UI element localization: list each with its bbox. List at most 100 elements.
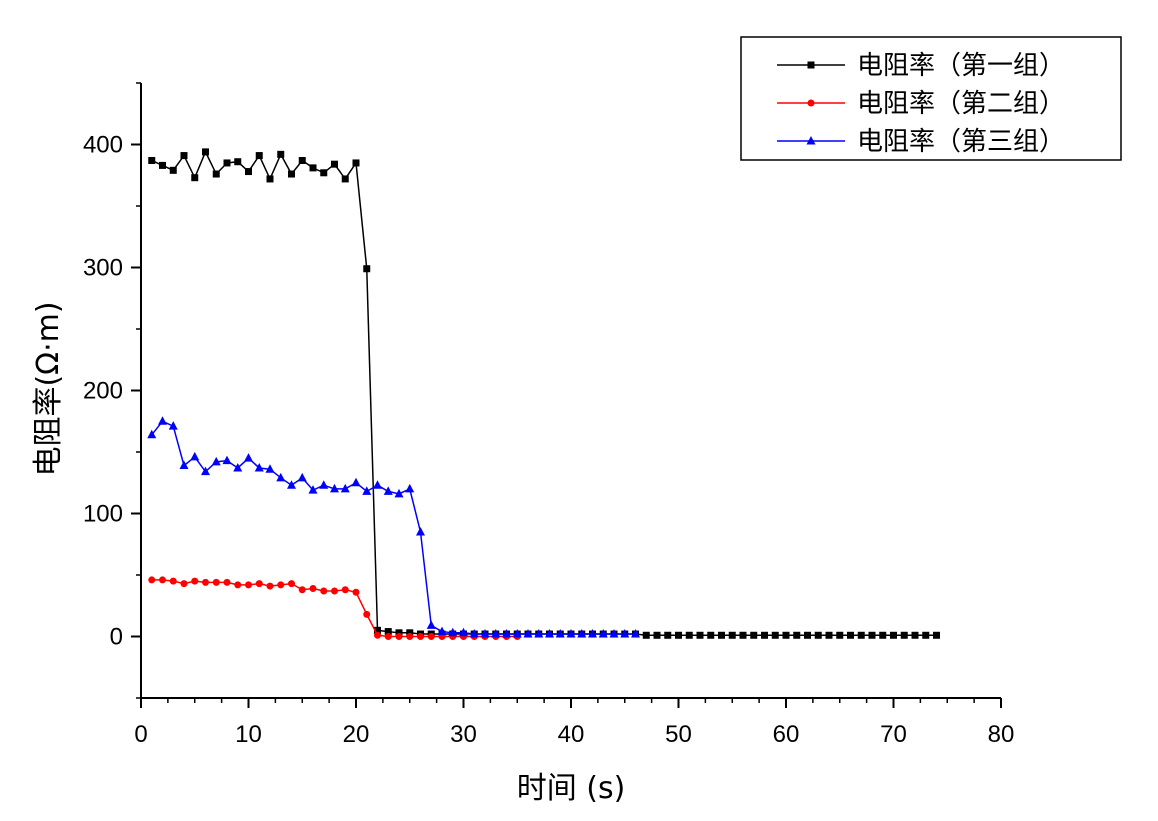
series-2-point [180,580,188,588]
series-group-1 [148,148,940,639]
series-1-point [374,626,381,634]
series-2-point [298,586,306,594]
series-3-point [340,483,350,493]
series-1-point [814,631,822,639]
x-tick-label: 20 [343,721,370,748]
series-1-point [868,631,876,639]
series-2-point [245,581,252,589]
series-3-point [566,629,576,638]
series-group-3 [147,416,640,638]
series-line-1 [151,150,937,637]
series-3-point [437,626,447,636]
series-1-point [309,164,317,172]
x-tick-label: 30 [450,721,477,748]
series-2-point [374,631,381,639]
series-3-point [383,486,393,495]
y-tick-label: 100 [83,501,123,528]
series-3-point [287,480,296,489]
series-1-point [718,631,725,639]
series-1-point [266,175,274,183]
series-3-point [168,421,178,430]
y-axis-title: 电阻率(Ω·m) [31,301,66,476]
series-3-point [308,485,318,494]
y-tick-label: 300 [83,255,123,282]
series-3-point [416,526,425,536]
series-1-point [879,631,887,639]
series-1-point [148,156,156,164]
series-2-point [341,586,349,594]
series-1-point [202,148,209,156]
series-1-point [159,161,166,169]
series-2-point [159,576,166,584]
series-3-point [190,451,200,461]
y-tick-label: 0 [110,624,123,651]
series-3-point [512,629,522,638]
series-3-point [609,629,619,638]
series-3-point [158,416,167,425]
series-2-point [223,578,231,586]
series-1-point [707,631,715,639]
series-1-point [664,631,672,639]
x-tick-label: 0 [134,721,147,748]
series-3-point [405,483,415,493]
series-1-point [900,631,908,639]
series-3-point [448,627,458,637]
x-tick-label: 10 [235,721,262,748]
series-1-point [277,150,285,158]
series-1-point [782,631,790,639]
series-3-point [459,627,468,637]
series-3-point [598,629,608,638]
series-3-point [555,629,565,638]
series-1-point [653,631,661,639]
series-1-point [288,170,295,178]
series-3-point [222,455,232,465]
series-3-point [201,466,210,476]
series-3-point [577,629,587,638]
series-1-point [255,152,263,160]
series-1-point [363,265,371,273]
series-1-point [320,169,328,177]
series-1-point [771,631,779,639]
y-tick-label: 400 [83,132,123,159]
series-3-point [319,480,329,489]
series-1-point [298,156,306,164]
x-tick-label: 70 [880,721,907,748]
series-1-point [395,629,403,637]
series-1-point [352,159,360,167]
series-layer [147,148,940,640]
x-tick-label: 80 [988,721,1015,748]
legend-label-3: 电阻率（第三组） [857,127,1065,157]
series-3-point [147,429,157,439]
series-1-point [180,152,188,160]
series-1-point [212,170,220,178]
y-tick-label: 200 [83,378,123,405]
series-3-point [502,629,511,638]
series-3-point [265,464,275,473]
series-1-point [857,631,865,639]
series-1-point [847,631,854,639]
series-1-point [922,631,930,639]
x-tick-label: 40 [558,721,585,748]
series-3-point [534,629,544,638]
series-2-point [320,587,328,595]
series-1-point [836,631,844,639]
series-3-point [620,629,630,638]
series-3-point [211,456,221,466]
series-3-point [244,453,253,462]
series-2-point [202,578,209,586]
series-3-point [480,629,490,638]
series-2-point [277,581,285,589]
series-2-point [148,576,156,584]
series-1-point [933,631,940,639]
series-1-point [331,160,338,168]
series-2-point [288,580,295,588]
series-1-point [696,631,704,639]
series-1-point [890,631,897,639]
series-1-point [191,174,199,182]
series-3-point [276,472,286,482]
series-1-point [750,631,758,639]
legend-label-2: 电阻率（第二组） [857,89,1065,119]
series-1-point [911,631,919,639]
series-2-point [352,588,360,596]
